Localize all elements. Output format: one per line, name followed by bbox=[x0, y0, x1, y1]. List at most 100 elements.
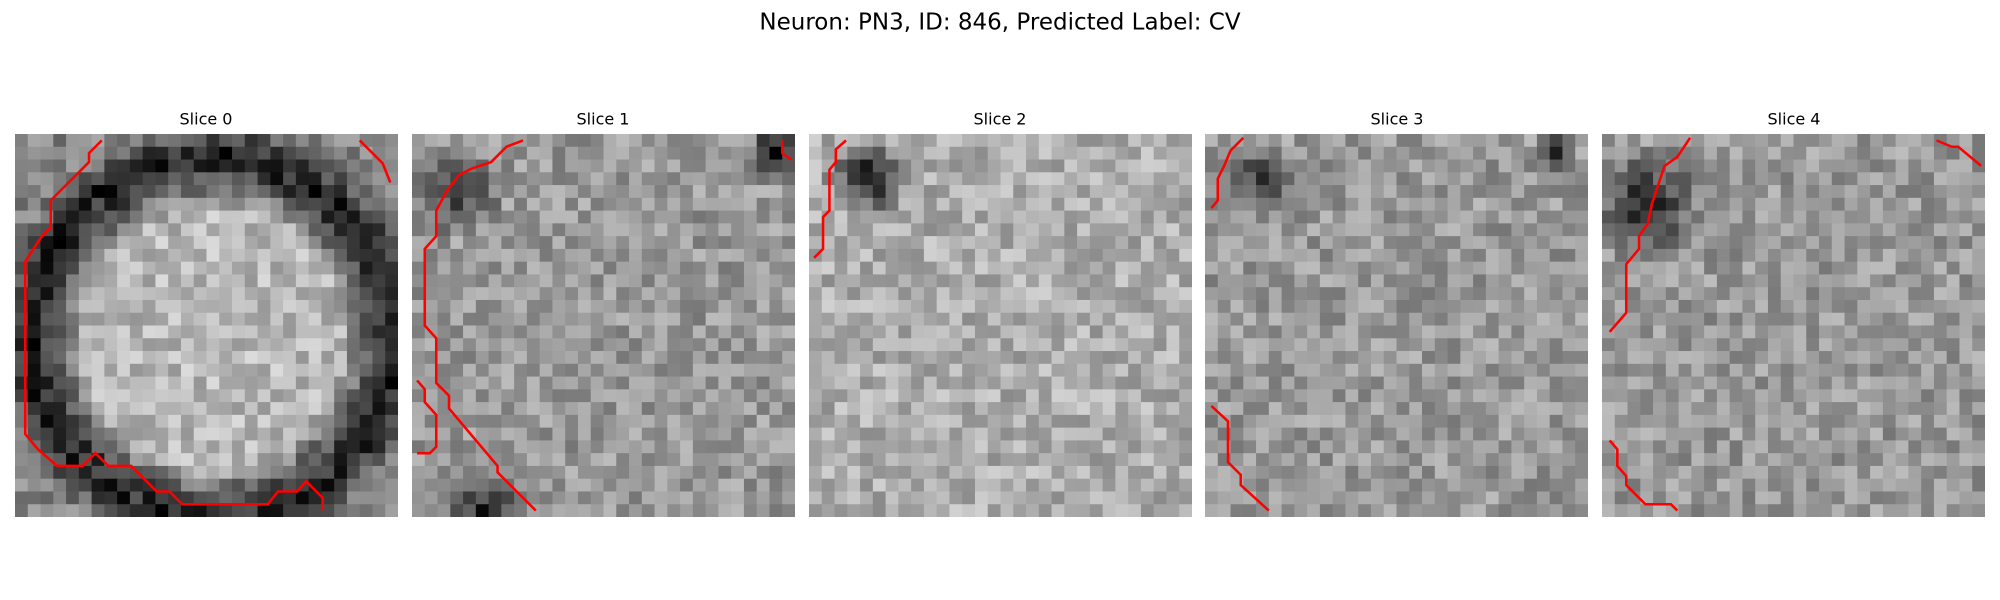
pixel bbox=[168, 159, 182, 173]
pixel bbox=[1473, 453, 1487, 467]
pixel bbox=[1831, 134, 1846, 148]
pixel bbox=[1640, 274, 1654, 288]
pixel bbox=[1115, 414, 1129, 429]
pixel bbox=[667, 134, 681, 148]
pixel bbox=[1396, 287, 1410, 301]
pixel bbox=[1972, 261, 1985, 275]
pixel bbox=[1422, 261, 1436, 275]
pixel bbox=[206, 210, 220, 224]
pixel bbox=[1256, 312, 1270, 327]
pixel bbox=[1742, 414, 1756, 429]
pixel bbox=[911, 363, 925, 378]
pixel bbox=[1089, 299, 1104, 314]
pixel bbox=[1166, 248, 1180, 263]
pixel bbox=[1460, 312, 1474, 327]
pixel bbox=[821, 159, 836, 173]
pixel bbox=[949, 159, 963, 173]
pixel bbox=[168, 274, 182, 288]
pixel bbox=[78, 325, 93, 339]
pixel bbox=[1627, 363, 1641, 378]
pixel bbox=[782, 363, 795, 378]
pixel bbox=[1729, 236, 1743, 250]
pixel bbox=[962, 376, 976, 390]
pixel bbox=[1243, 363, 1257, 378]
pixel bbox=[539, 261, 553, 275]
pixel bbox=[872, 414, 887, 429]
pixel bbox=[718, 440, 732, 454]
pixel bbox=[1767, 172, 1782, 186]
pixel bbox=[450, 427, 464, 441]
pixel bbox=[27, 351, 42, 365]
pixel bbox=[1704, 504, 1718, 517]
pixel bbox=[104, 402, 118, 416]
pixel bbox=[1640, 414, 1654, 429]
pixel bbox=[1742, 299, 1756, 314]
pixel bbox=[1742, 197, 1756, 212]
pixel bbox=[193, 172, 208, 186]
pixel bbox=[705, 453, 719, 467]
pixel bbox=[680, 197, 694, 212]
pixel bbox=[731, 351, 745, 365]
pixel bbox=[1370, 465, 1385, 480]
pixel bbox=[1716, 414, 1731, 429]
pixel bbox=[718, 210, 732, 224]
pixel bbox=[1128, 363, 1142, 378]
pixel bbox=[718, 414, 732, 429]
pixel bbox=[1128, 299, 1142, 314]
pixel bbox=[782, 185, 795, 199]
pixel bbox=[1793, 376, 1807, 390]
pixel bbox=[372, 491, 386, 505]
pixel bbox=[1000, 312, 1014, 327]
pixel bbox=[1716, 363, 1731, 378]
pixel bbox=[1831, 299, 1846, 314]
pixel bbox=[1205, 363, 1219, 378]
pixel bbox=[450, 389, 464, 403]
pixel bbox=[412, 134, 426, 148]
pixel bbox=[168, 248, 182, 263]
pixel bbox=[1307, 312, 1321, 327]
pixel bbox=[1153, 338, 1167, 352]
pixel bbox=[1383, 248, 1398, 263]
pixel bbox=[1780, 312, 1795, 327]
pixel bbox=[463, 287, 477, 301]
pixel bbox=[53, 223, 67, 237]
pixel bbox=[232, 134, 246, 148]
pixel bbox=[885, 427, 899, 441]
pixel bbox=[308, 414, 322, 429]
pixel bbox=[206, 504, 220, 517]
pixel bbox=[911, 440, 925, 454]
pixel bbox=[1077, 402, 1091, 416]
pixel bbox=[232, 440, 246, 454]
pixel bbox=[847, 363, 861, 378]
pixel bbox=[1704, 197, 1718, 212]
pixel bbox=[911, 453, 925, 467]
pixel bbox=[104, 223, 118, 237]
pixel bbox=[1077, 427, 1091, 441]
pixel bbox=[78, 351, 93, 365]
pixel bbox=[1140, 504, 1155, 517]
pixel bbox=[1268, 465, 1283, 480]
pixel bbox=[1473, 389, 1487, 403]
pixel bbox=[1077, 351, 1091, 365]
pixel bbox=[962, 172, 976, 186]
pixel bbox=[539, 440, 553, 454]
pixel bbox=[1013, 363, 1027, 378]
pixel bbox=[193, 453, 208, 467]
pixel bbox=[1473, 351, 1487, 365]
pixel bbox=[1895, 325, 1909, 339]
pixel bbox=[1665, 478, 1680, 492]
pixel bbox=[1921, 414, 1935, 429]
pixel bbox=[1627, 287, 1641, 301]
pixel bbox=[1562, 274, 1576, 288]
pixel bbox=[1678, 465, 1692, 480]
pixel bbox=[359, 376, 373, 390]
pixel bbox=[1256, 159, 1270, 173]
pixel bbox=[949, 376, 963, 390]
pixel bbox=[155, 351, 169, 365]
pixel bbox=[616, 185, 630, 199]
pixel bbox=[117, 248, 131, 263]
pixel bbox=[1013, 453, 1027, 467]
pixel bbox=[1819, 491, 1833, 505]
pixel bbox=[1307, 491, 1321, 505]
pixel bbox=[1230, 491, 1244, 505]
